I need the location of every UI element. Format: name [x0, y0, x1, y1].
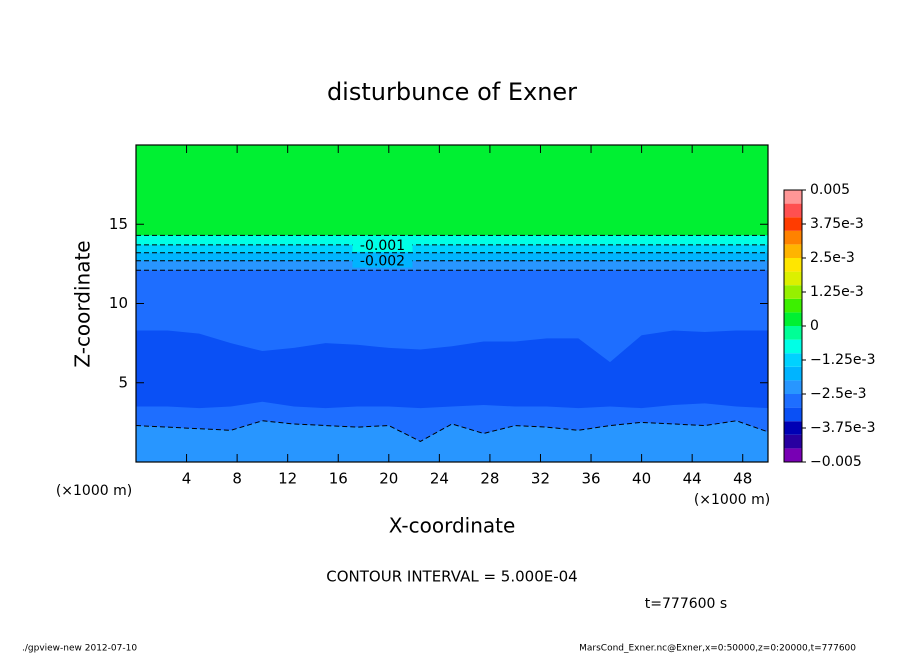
colorbar-band	[784, 421, 802, 435]
x-tick-label: 40	[632, 470, 651, 488]
footer-right: MarsCond_Exner.nc@Exner,x=0:50000,z=0:20…	[579, 644, 856, 654]
colorbar-tick-label: 0.005	[810, 182, 850, 198]
colorbar-band	[784, 258, 802, 272]
contour-interval: CONTOUR INTERVAL = 5.000E-04	[326, 568, 577, 586]
x-tick-label: 20	[379, 470, 398, 488]
colorbar-band	[784, 244, 802, 258]
x-tick-label: 24	[430, 470, 449, 488]
y-tick-label: 10	[109, 294, 128, 312]
contour-label-gap	[352, 237, 413, 252]
colorbar-band	[784, 434, 802, 449]
x-axis-label: X-coordinate	[389, 514, 516, 538]
contour-label: -0.001	[360, 238, 405, 254]
colorbar-band	[784, 298, 802, 313]
colorbar-band	[784, 407, 802, 422]
contour-label-gap	[352, 253, 413, 268]
x-tick-label: 44	[683, 470, 702, 488]
y-tick-label: 15	[109, 215, 128, 233]
colorbar-tick-label: 3.75e-3	[810, 216, 864, 232]
x-tick-label: 16	[329, 470, 348, 488]
x-tick-label: 8	[232, 470, 242, 488]
colorbar-tick-label: 0	[810, 318, 819, 334]
time-label: t=777600 s	[645, 596, 727, 612]
colorbar-band	[784, 339, 802, 354]
y-tick-label: 5	[118, 373, 128, 391]
x-tick-label: 12	[278, 470, 297, 488]
x-tick-label: 32	[531, 470, 550, 488]
colorbar-band	[784, 217, 802, 231]
colorbar-band	[784, 230, 802, 245]
colorbar-tick-label: 1.25e-3	[810, 284, 864, 300]
colorbar-band	[784, 203, 802, 218]
colorbar-tick-label: 2.5e-3	[810, 250, 855, 266]
colorbar-band	[784, 394, 802, 408]
colorbar-band	[784, 271, 802, 286]
colorbar-band	[784, 190, 802, 204]
x-tick-label: 48	[733, 470, 752, 488]
footer-left: ./gpview-new 2012-07-10	[22, 644, 137, 654]
x-unit-left: (×1000 m)	[56, 483, 132, 499]
colorbar-tick-label: −2.5e-3	[810, 386, 867, 402]
colorbar-band	[784, 366, 802, 381]
contour-line	[136, 420, 768, 442]
contour-label: -0.002	[360, 254, 405, 270]
colorbar-tick-label: −1.25e-3	[810, 352, 875, 368]
x-tick-label: 36	[581, 470, 600, 488]
colorbar-band	[784, 380, 802, 394]
filled-region	[136, 420, 768, 462]
colorbar-tick-label: −0.005	[810, 454, 862, 470]
colorbar-tick-label: −3.75e-3	[810, 420, 875, 436]
x-tick-label: 28	[480, 470, 499, 488]
chart-title: disturbunce of Exner	[327, 78, 577, 106]
y-axis-label: Z-coordinate	[71, 240, 95, 367]
plot-area: -0.001-0.002	[136, 145, 768, 462]
colorbar-band	[784, 353, 802, 367]
colorbar-band	[784, 326, 802, 340]
overlay: 4 8 12 16 20 24 28 32 36 40 44 48510150.0053.75e-32…	[109, 144, 875, 488]
colorbar-band	[784, 448, 802, 462]
x-unit-right: (×1000 m)	[694, 492, 770, 508]
colorbar-band	[784, 312, 802, 326]
x-tick-label: 4	[182, 470, 192, 488]
colorbar-band	[784, 285, 802, 299]
